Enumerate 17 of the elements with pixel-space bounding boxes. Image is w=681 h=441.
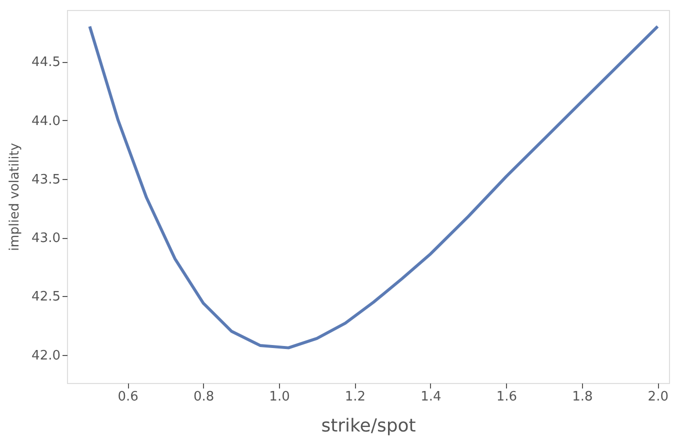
- y-tick-label: 42.5: [32, 290, 60, 305]
- x-tick-label: 0.8: [193, 390, 214, 404]
- x-tick-label: 1.8: [572, 390, 593, 404]
- y-tick-label: 44.5: [32, 55, 60, 70]
- x-axis-title: strike/spot: [321, 416, 416, 436]
- x-tick-label: 1.6: [496, 390, 518, 404]
- x-tick-label: 2.0: [648, 390, 668, 404]
- x-tick-label: 1.0: [269, 390, 290, 404]
- x-tick-label: 1.4: [420, 390, 442, 404]
- x-tick-label: 1.2: [344, 390, 366, 404]
- x-tick-label: 0.6: [118, 390, 138, 404]
- y-tick-label: 43.0: [32, 231, 60, 246]
- line-series: [88, 24, 660, 350]
- y-tick-label: 44.0: [32, 114, 60, 129]
- y-tick-label: 43.5: [32, 172, 60, 188]
- y-axis-title: implied volatility: [8, 142, 23, 252]
- y-tick-label: 42.0: [32, 348, 60, 364]
